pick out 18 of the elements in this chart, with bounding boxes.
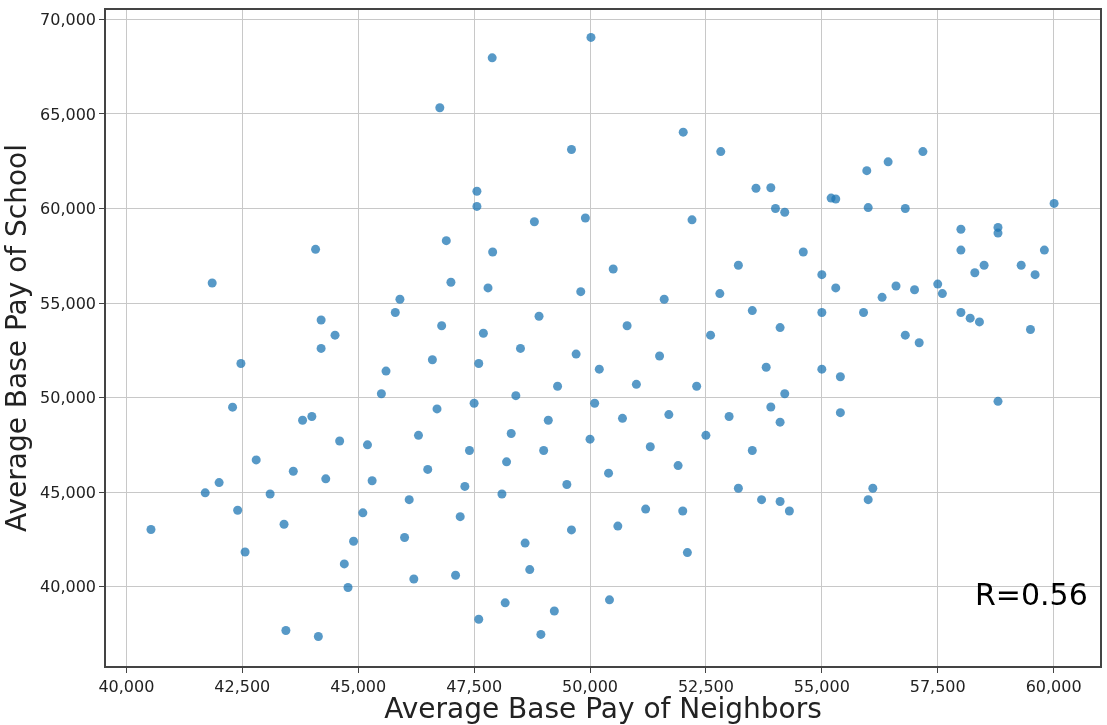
x-tick-label: 52,500 bbox=[677, 676, 734, 696]
y-tick-label: 65,000 bbox=[40, 104, 97, 124]
y-tick-label: 60,000 bbox=[40, 199, 97, 219]
x-tick-label: 42,500 bbox=[214, 676, 271, 696]
y-tick-label: 40,000 bbox=[40, 577, 97, 597]
x-tick-label: 50,000 bbox=[562, 676, 619, 696]
x-tick-label: 57,500 bbox=[909, 676, 966, 696]
x-tick-label: 40,000 bbox=[98, 676, 155, 696]
annotation: R=0.56 bbox=[975, 577, 1088, 612]
x-tick-label: 60,000 bbox=[1025, 676, 1082, 696]
x-tick-label: 45,000 bbox=[330, 676, 387, 696]
x-tick-label: 47,500 bbox=[446, 676, 503, 696]
y-tick-label: 55,000 bbox=[40, 293, 97, 313]
y-tick-label: 50,000 bbox=[40, 388, 97, 408]
y-axis-title: Average Base Pay of School bbox=[0, 143, 33, 533]
x-tick-label: 55,000 bbox=[793, 676, 850, 696]
y-tick-label: 45,000 bbox=[40, 482, 97, 502]
y-tick-label: 70,000 bbox=[40, 10, 97, 30]
